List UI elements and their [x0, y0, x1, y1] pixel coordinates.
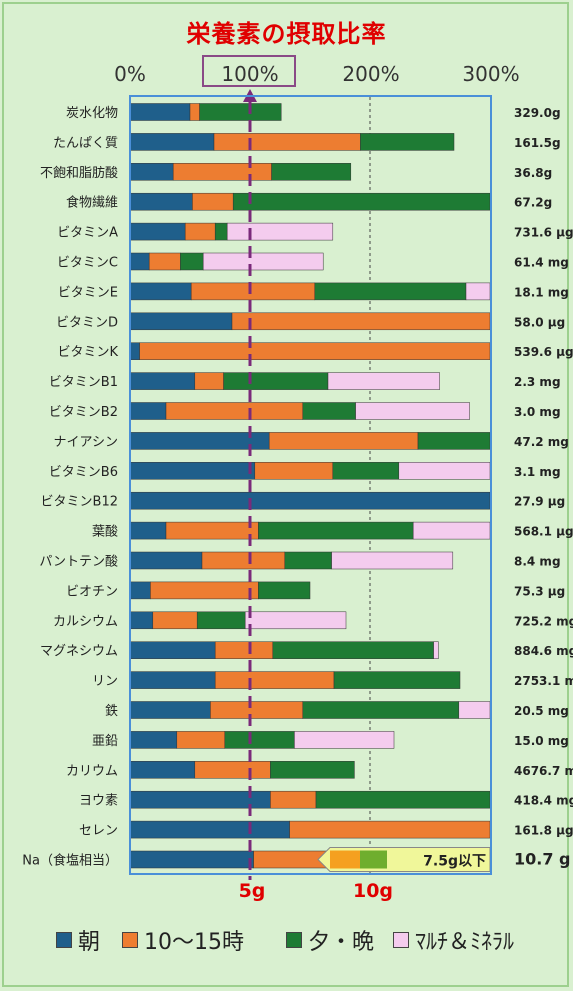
category-label: ヨウ素 [79, 794, 118, 809]
category-label: Na（食塩相当） [22, 853, 118, 869]
category-label: ビタミンC [57, 256, 118, 271]
legend-swatch-midday [122, 932, 138, 948]
amount-label: 3.0 mg [514, 405, 561, 419]
bar-segment [271, 163, 352, 181]
chart-title: 栄養素の摂取比率 [186, 20, 387, 48]
sodium-callout-green [360, 850, 387, 869]
category-label: 不飽和脂肪酸 [40, 165, 118, 181]
bar-segment [331, 551, 454, 570]
reference-percent-box [202, 55, 296, 87]
category-label: ビタミンK [57, 345, 118, 360]
amount-label: 10.7 g [514, 850, 571, 869]
bar-segment [398, 462, 491, 480]
percent-label-100: 100% [221, 62, 279, 86]
legend-item-evening: 夕・晩 [286, 924, 374, 956]
category-label: 食物繊維 [66, 195, 118, 211]
category-label: 亜鉛 [92, 734, 118, 749]
category-label: ビタミンB1 [49, 375, 118, 390]
bar-segment [360, 133, 455, 151]
amount-label: 731.6 μg [514, 226, 573, 240]
bar-segment [433, 641, 439, 659]
legend-label-supplement: ﾏﾙﾁ＆ﾐﾈﾗﾙ [415, 930, 515, 955]
category-label: ビタミンB2 [49, 405, 118, 420]
bar-segment [270, 761, 355, 779]
bar-segment [232, 192, 491, 211]
amount-label: 36.8g [514, 166, 552, 180]
amount-label: 161.5g [514, 136, 561, 150]
category-label: ビオチン [66, 584, 118, 599]
category-label: ビタミンB6 [49, 465, 118, 480]
sodium-callout-orange [330, 850, 360, 869]
legend-swatch-supplement [393, 932, 409, 948]
amount-label: 75.3 μg [514, 584, 565, 598]
plot-area [129, 95, 492, 875]
amount-label: 2753.1 mg [514, 674, 573, 688]
category-label: ビタミンD [56, 315, 118, 330]
bar-segment [327, 372, 440, 390]
bar-segment [244, 611, 347, 630]
amount-label: 47.2 mg [514, 435, 569, 449]
gram-label-10g: 10g [352, 880, 394, 902]
legend-swatch-evening [286, 932, 302, 948]
legend-label-evening: 夕・晩 [308, 930, 375, 955]
bar-segment [226, 222, 334, 241]
amount-label: 27.9 μg [514, 495, 565, 509]
amount-label: 2.3 mg [514, 375, 561, 389]
legend-item-supplement: ﾏﾙﾁ＆ﾐﾈﾗﾙ [393, 924, 514, 956]
category-label: ビタミンA [57, 226, 118, 241]
category-label: 鉄 [105, 704, 118, 719]
category-label: パントテン酸 [39, 555, 118, 570]
category-label: 炭水化物 [66, 106, 118, 121]
category-label: たんぱく質 [53, 136, 118, 151]
amount-label: 329.0g [514, 106, 561, 120]
category-label: ビタミンE [58, 285, 118, 300]
category-label: 葉酸 [92, 525, 118, 540]
gram-label-5g: 5g [238, 880, 266, 902]
amount-label: 161.8 μg [514, 824, 573, 838]
amount-label: 58.0 μg [514, 315, 565, 329]
bar-segment [202, 252, 324, 271]
bar-segment [199, 103, 282, 121]
bar-segment [333, 671, 461, 689]
category-label: リン [92, 674, 118, 689]
legend-item-morning: 朝 [56, 924, 100, 956]
bar-segment [355, 402, 470, 420]
amount-label: 4676.7 mg [514, 764, 573, 778]
amount-label: 725.2 mg [514, 614, 573, 628]
amount-label: 67.2g [514, 196, 552, 210]
percent-label-0: 0% [114, 62, 146, 86]
amount-label: 8.4 mg [514, 555, 561, 569]
legend-label-morning: 朝 [78, 930, 101, 955]
amount-label: 18.1 mg [514, 285, 569, 299]
category-label: セレン [79, 824, 118, 839]
category-label: カルシウム [53, 614, 118, 629]
category-label: ビタミンB12 [41, 495, 118, 510]
bar-segment [458, 701, 491, 719]
sodium-limit-label: 7.5g以下 [423, 854, 486, 870]
legend-item-midday: 10～15時 [122, 924, 244, 956]
amount-label: 20.5 mg [514, 704, 569, 718]
amount-label: 884.6 mg [514, 644, 573, 658]
category-label: カリウム [66, 764, 118, 779]
amount-label: 15.0 mg [514, 734, 569, 748]
legend-label-midday: 10～15時 [144, 930, 244, 955]
amount-label: 61.4 mg [514, 256, 569, 270]
percent-label-300: 300% [462, 62, 520, 86]
bar-segment [258, 581, 311, 600]
legend-swatch-morning [56, 932, 72, 948]
category-label: ナイアシン [54, 435, 118, 450]
amount-label: 418.4 mg [514, 794, 573, 808]
category-label: マグネシウム [40, 644, 118, 659]
percent-label-200: 200% [342, 62, 400, 86]
amount-label: 568.1 μg [514, 525, 573, 539]
amount-label: 3.1 mg [514, 465, 561, 479]
bar-segment [294, 731, 395, 749]
amount-label: 539.6 μg [514, 345, 573, 359]
